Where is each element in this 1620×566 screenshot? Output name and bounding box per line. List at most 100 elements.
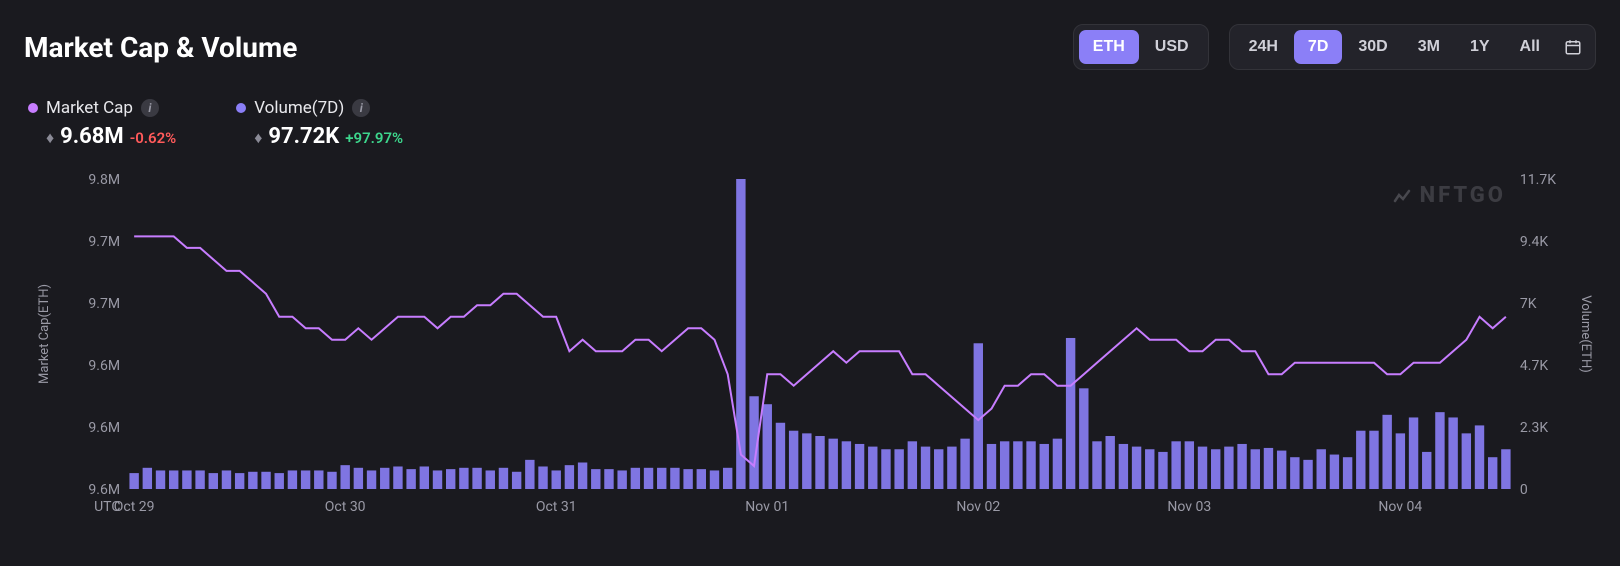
volume-bar[interactable] xyxy=(1185,441,1194,489)
volume-bar[interactable] xyxy=(815,436,824,489)
volume-bar[interactable] xyxy=(552,470,561,489)
volume-bar[interactable] xyxy=(380,468,389,489)
volume-bar[interactable] xyxy=(644,468,653,489)
volume-bar[interactable] xyxy=(1277,451,1286,489)
volume-bar[interactable] xyxy=(908,441,917,489)
volume-bar[interactable] xyxy=(538,466,547,489)
volume-bar[interactable] xyxy=(301,470,310,489)
volume-bar[interactable] xyxy=(934,449,943,489)
volume-bar[interactable] xyxy=(195,470,204,489)
volume-bar[interactable] xyxy=(1330,455,1339,489)
volume-bar[interactable] xyxy=(1158,452,1167,489)
volume-bar[interactable] xyxy=(459,468,468,489)
volume-bar[interactable] xyxy=(222,470,231,489)
volume-bar[interactable] xyxy=(169,470,178,489)
volume-bar[interactable] xyxy=(1211,449,1220,489)
volume-bar[interactable] xyxy=(1105,436,1114,489)
volume-bar[interactable] xyxy=(472,468,481,489)
volume-bar[interactable] xyxy=(143,468,152,489)
volume-bar[interactable] xyxy=(1000,441,1009,489)
volume-bar[interactable] xyxy=(987,444,996,489)
volume-bar[interactable] xyxy=(327,472,336,489)
volume-bar[interactable] xyxy=(1198,447,1207,489)
volume-bar[interactable] xyxy=(1237,444,1246,489)
volume-bar[interactable] xyxy=(723,468,732,489)
volume-bar[interactable] xyxy=(261,472,270,489)
volume-bar[interactable] xyxy=(512,472,521,489)
volume-bar[interactable] xyxy=(1448,417,1457,489)
volume-bar[interactable] xyxy=(1303,460,1312,489)
volume-bar[interactable] xyxy=(1251,449,1260,489)
volume-bar[interactable] xyxy=(1435,412,1444,489)
volume-bar[interactable] xyxy=(209,473,218,489)
volume-bar[interactable] xyxy=(129,473,138,489)
volume-bar[interactable] xyxy=(828,439,837,489)
volume-bar[interactable] xyxy=(1066,338,1075,489)
volume-bar[interactable] xyxy=(670,468,679,489)
combo-chart[interactable]: 9.8M9.7M9.7M9.6M9.6M9.6M11.7K9.4K7K4.7K2… xyxy=(24,169,1596,529)
volume-bar[interactable] xyxy=(868,447,877,489)
volume-bar[interactable] xyxy=(776,423,785,489)
volume-bar[interactable] xyxy=(406,469,415,489)
range-btn-1y[interactable]: 1Y xyxy=(1456,30,1504,64)
volume-bar[interactable] xyxy=(1396,433,1405,489)
range-btn-3m[interactable]: 3M xyxy=(1404,30,1454,64)
volume-bar[interactable] xyxy=(1079,388,1088,489)
volume-bar[interactable] xyxy=(1040,444,1049,489)
volume-bar[interactable] xyxy=(1488,457,1497,489)
volume-bar[interactable] xyxy=(1409,417,1418,489)
volume-bar[interactable] xyxy=(1171,441,1180,489)
volume-bar[interactable] xyxy=(657,468,666,489)
volume-bar[interactable] xyxy=(960,439,969,489)
volume-bar[interactable] xyxy=(314,470,323,489)
volume-bar[interactable] xyxy=(683,469,692,489)
volume-bar[interactable] xyxy=(921,447,930,489)
calendar-icon[interactable] xyxy=(1556,30,1590,64)
volume-bar[interactable] xyxy=(1369,431,1378,489)
volume-bar[interactable] xyxy=(354,468,363,489)
volume-bar[interactable] xyxy=(1026,441,1035,489)
volume-bar[interactable] xyxy=(420,466,429,489)
volume-bar[interactable] xyxy=(1317,449,1326,489)
volume-bar[interactable] xyxy=(486,470,495,489)
volume-bar[interactable] xyxy=(275,473,284,489)
volume-bar[interactable] xyxy=(288,470,297,489)
volume-bar[interactable] xyxy=(248,472,257,489)
volume-bar[interactable] xyxy=(631,468,640,489)
volume-bar[interactable] xyxy=(1053,439,1062,489)
volume-bar[interactable] xyxy=(525,460,534,489)
volume-bar[interactable] xyxy=(947,447,956,489)
volume-bar[interactable] xyxy=(1462,433,1471,489)
volume-bar[interactable] xyxy=(1475,425,1484,489)
volume-bar[interactable] xyxy=(1343,457,1352,489)
volume-bar[interactable] xyxy=(499,468,508,489)
volume-bar[interactable] xyxy=(1290,457,1299,489)
info-icon[interactable]: i xyxy=(141,99,159,117)
volume-bar[interactable] xyxy=(1013,441,1022,489)
volume-bar[interactable] xyxy=(1132,447,1141,489)
volume-bar[interactable] xyxy=(446,469,455,489)
volume-bar[interactable] xyxy=(1092,441,1101,489)
volume-bar[interactable] xyxy=(1382,415,1391,489)
volume-bar[interactable] xyxy=(697,469,706,489)
volume-bar[interactable] xyxy=(617,470,626,489)
volume-bar[interactable] xyxy=(433,470,442,489)
volume-bar[interactable] xyxy=(235,473,244,489)
volume-bar[interactable] xyxy=(789,431,798,489)
volume-bar[interactable] xyxy=(1224,447,1233,489)
volume-bar[interactable] xyxy=(156,470,165,489)
range-btn-30d[interactable]: 30D xyxy=(1344,30,1401,64)
volume-bar[interactable] xyxy=(736,179,745,489)
volume-bar[interactable] xyxy=(367,470,376,489)
volume-bar[interactable] xyxy=(1145,449,1154,489)
volume-bar[interactable] xyxy=(591,469,600,489)
volume-bar[interactable] xyxy=(1119,444,1128,489)
volume-bar[interactable] xyxy=(578,463,587,489)
currency-btn-eth[interactable]: ETH xyxy=(1079,30,1139,64)
info-icon[interactable]: i xyxy=(352,99,370,117)
currency-btn-usd[interactable]: USD xyxy=(1141,30,1203,64)
volume-bar[interactable] xyxy=(1501,449,1510,489)
volume-bar[interactable] xyxy=(565,465,574,489)
volume-bar[interactable] xyxy=(763,404,772,489)
volume-bar[interactable] xyxy=(1264,448,1273,489)
